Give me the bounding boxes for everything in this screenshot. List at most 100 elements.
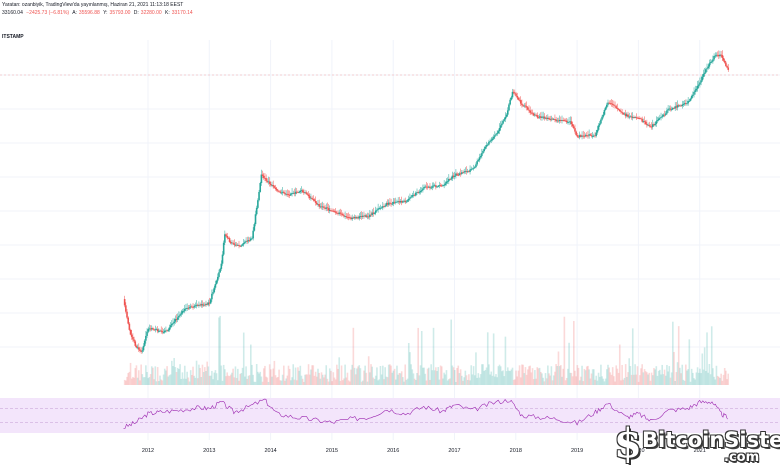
candle [305,192,308,194]
candle [206,303,208,305]
candle [316,202,318,205]
volume-bar [279,380,282,385]
candle [551,118,554,120]
volume-bar [672,321,674,385]
candle [186,307,188,309]
candle [262,175,265,178]
volume-bar [387,364,390,385]
candle [529,110,531,113]
volume-bar [514,379,516,385]
volume-bar [294,367,297,385]
x-tick-label: 2018 [510,448,522,454]
candle [514,92,516,94]
candle [154,329,157,331]
volume-bar [642,372,645,385]
candle [709,62,712,64]
candle [326,207,329,209]
candle [325,207,328,209]
candle [417,192,419,193]
candle [491,138,494,141]
volume-bar [162,374,165,385]
volume-bar [423,367,425,385]
volume-bar [337,368,339,385]
candle [270,183,272,186]
volume-bar [130,378,133,385]
candle [524,105,527,107]
candle [607,102,609,105]
volume-bar [246,378,249,385]
volume-bar [457,365,460,385]
volume-bar [291,377,293,385]
volume-bar [577,367,580,385]
volume-bar [593,369,595,385]
candle [404,200,407,203]
candle [213,287,216,293]
volume-bar [475,352,477,385]
candle [147,329,150,332]
x-tick-label: 2020 [632,448,644,454]
candle [667,109,669,111]
volume-bar [538,367,541,385]
volume-bar [609,372,612,385]
volume-bar [515,370,517,385]
candle [386,203,389,205]
candle [407,198,410,201]
candle [581,135,583,137]
volume-bar [247,375,250,385]
volume-bar [682,379,685,385]
volume-bar [402,377,404,385]
volume-bar [639,375,641,385]
volume-bar [245,366,247,385]
candle [409,197,411,199]
candle [125,305,127,312]
candle [219,268,221,273]
candle [185,308,187,310]
volume-bar [532,379,535,385]
volume-bar [527,369,529,385]
volume-bar [709,374,712,385]
volume-bar [574,370,576,385]
volume-bar [208,375,211,385]
candle [448,178,450,182]
candle [708,63,711,67]
volume-bar [133,377,135,385]
logo-text: BitcoinSistemi [642,428,780,452]
candle [544,117,547,119]
volume-bar [422,367,424,385]
candle [405,201,408,203]
volume-bar [396,365,398,385]
candle [439,185,442,187]
volume-bar [654,369,656,385]
volume-bar [508,370,510,385]
candle [636,117,639,119]
candle [535,114,537,116]
volume-bar [394,379,397,385]
volume-bar [374,375,377,385]
volume-bar [378,379,381,385]
volume-bar [479,374,482,385]
volume-bar [437,367,440,385]
header-change: −2425.73 (−6.81%) [26,10,70,16]
volume-bar [680,373,682,385]
volume-bar [260,376,263,385]
candle [221,254,224,264]
candle [585,135,588,136]
candle [601,116,603,120]
candle [680,105,682,107]
candle [377,208,379,210]
candle [374,210,377,213]
candle [449,178,451,180]
candle [156,329,159,332]
volume-bar [598,376,601,385]
volume-bar [370,364,372,385]
candle [334,211,337,213]
volume-bar [382,365,384,385]
volume-bar [174,367,177,385]
volume-bar [127,373,129,385]
volume-bar [489,374,491,385]
candle [176,317,179,320]
volume-bar [597,372,600,385]
candle [657,118,660,121]
candle [498,127,501,132]
